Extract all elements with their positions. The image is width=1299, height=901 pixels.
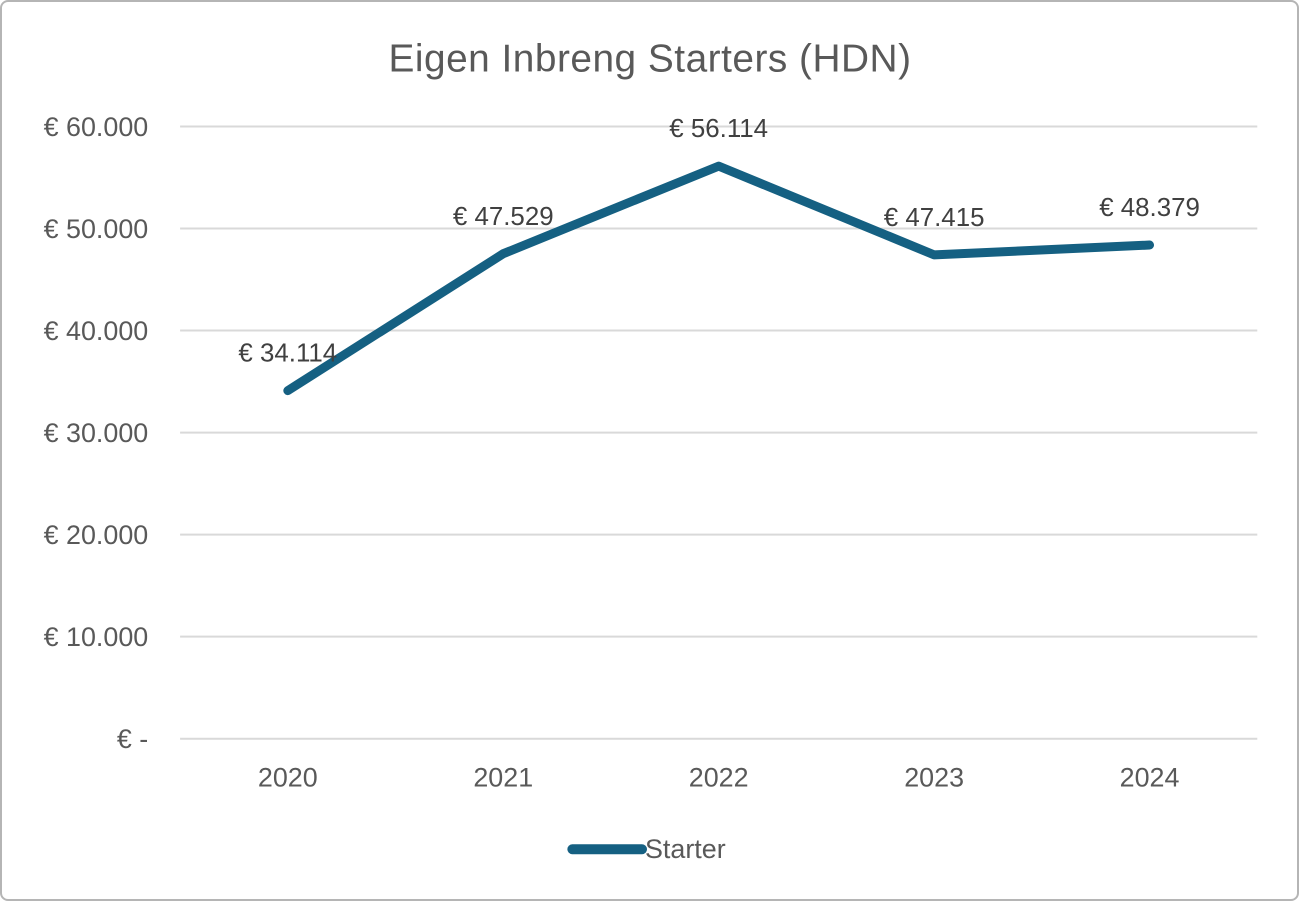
y-axis-tick-label: € - — [117, 724, 148, 754]
y-axis-tick-labels: € 60.000 € 50.000 € 40.000 € 30.000 € 20.000… — [44, 112, 149, 754]
x-axis-tick-label: 2023 — [904, 763, 964, 793]
y-axis-tick-label: € 10.000 — [44, 622, 149, 652]
x-axis-tick-label: 2021 — [473, 763, 533, 793]
data-label: € 47.415 — [884, 204, 985, 232]
y-axis-tick-label: € 50.000 — [44, 214, 149, 244]
data-label: € 48.379 — [1099, 194, 1200, 222]
series-data-labels: € 34.114 € 47.529 € 56.114 € 47.415 € 48.379 — [238, 115, 1200, 367]
legend: Starter — [567, 834, 726, 864]
x-axis-tick-label: 2024 — [1120, 763, 1180, 793]
x-axis-tick-label: 2022 — [689, 763, 749, 793]
data-label: € 56.114 — [669, 115, 768, 143]
series-line-starter — [283, 161, 1155, 396]
y-axis-tick-label: € 30.000 — [44, 418, 149, 448]
gridlines — [180, 125, 1258, 740]
y-axis-tick-label: € 60.000 — [44, 112, 149, 142]
data-label: € 34.114 — [238, 340, 337, 368]
x-axis-tick-labels: 2020 2021 2022 2023 2024 — [258, 763, 1180, 793]
data-label: € 47.529 — [453, 203, 554, 231]
legend-label: Starter — [645, 834, 726, 864]
y-axis-tick-label: € 40.000 — [44, 316, 149, 346]
y-axis-tick-label: € 20.000 — [44, 520, 149, 550]
x-axis-tick-label: 2020 — [258, 763, 318, 793]
chart-title: Eigen Inbreng Starters (HDN) — [388, 38, 911, 81]
